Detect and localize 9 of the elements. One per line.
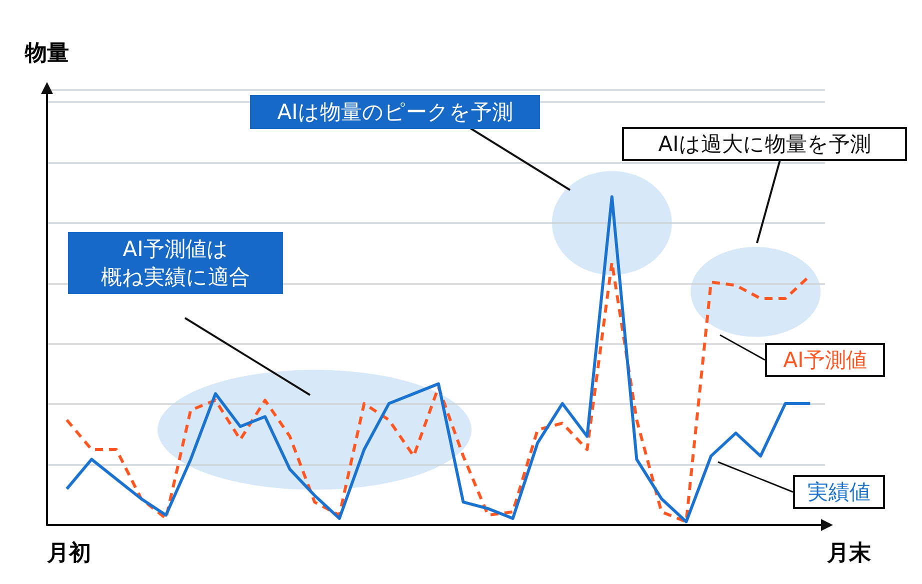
text: 物量 bbox=[25, 40, 69, 68]
annotation: AI予測値は bbox=[122, 236, 230, 263]
text: AI予測値 bbox=[765, 343, 885, 377]
text: AIは過大に物量を予測 bbox=[657, 131, 872, 158]
text: 月初 bbox=[47, 540, 91, 568]
text: 実績値 bbox=[793, 475, 885, 509]
annotation: 概ね実績に適合 bbox=[100, 264, 251, 291]
text: AIは物量のピークを予測 bbox=[276, 99, 514, 126]
x-axis-title: 月末 bbox=[827, 540, 871, 568]
